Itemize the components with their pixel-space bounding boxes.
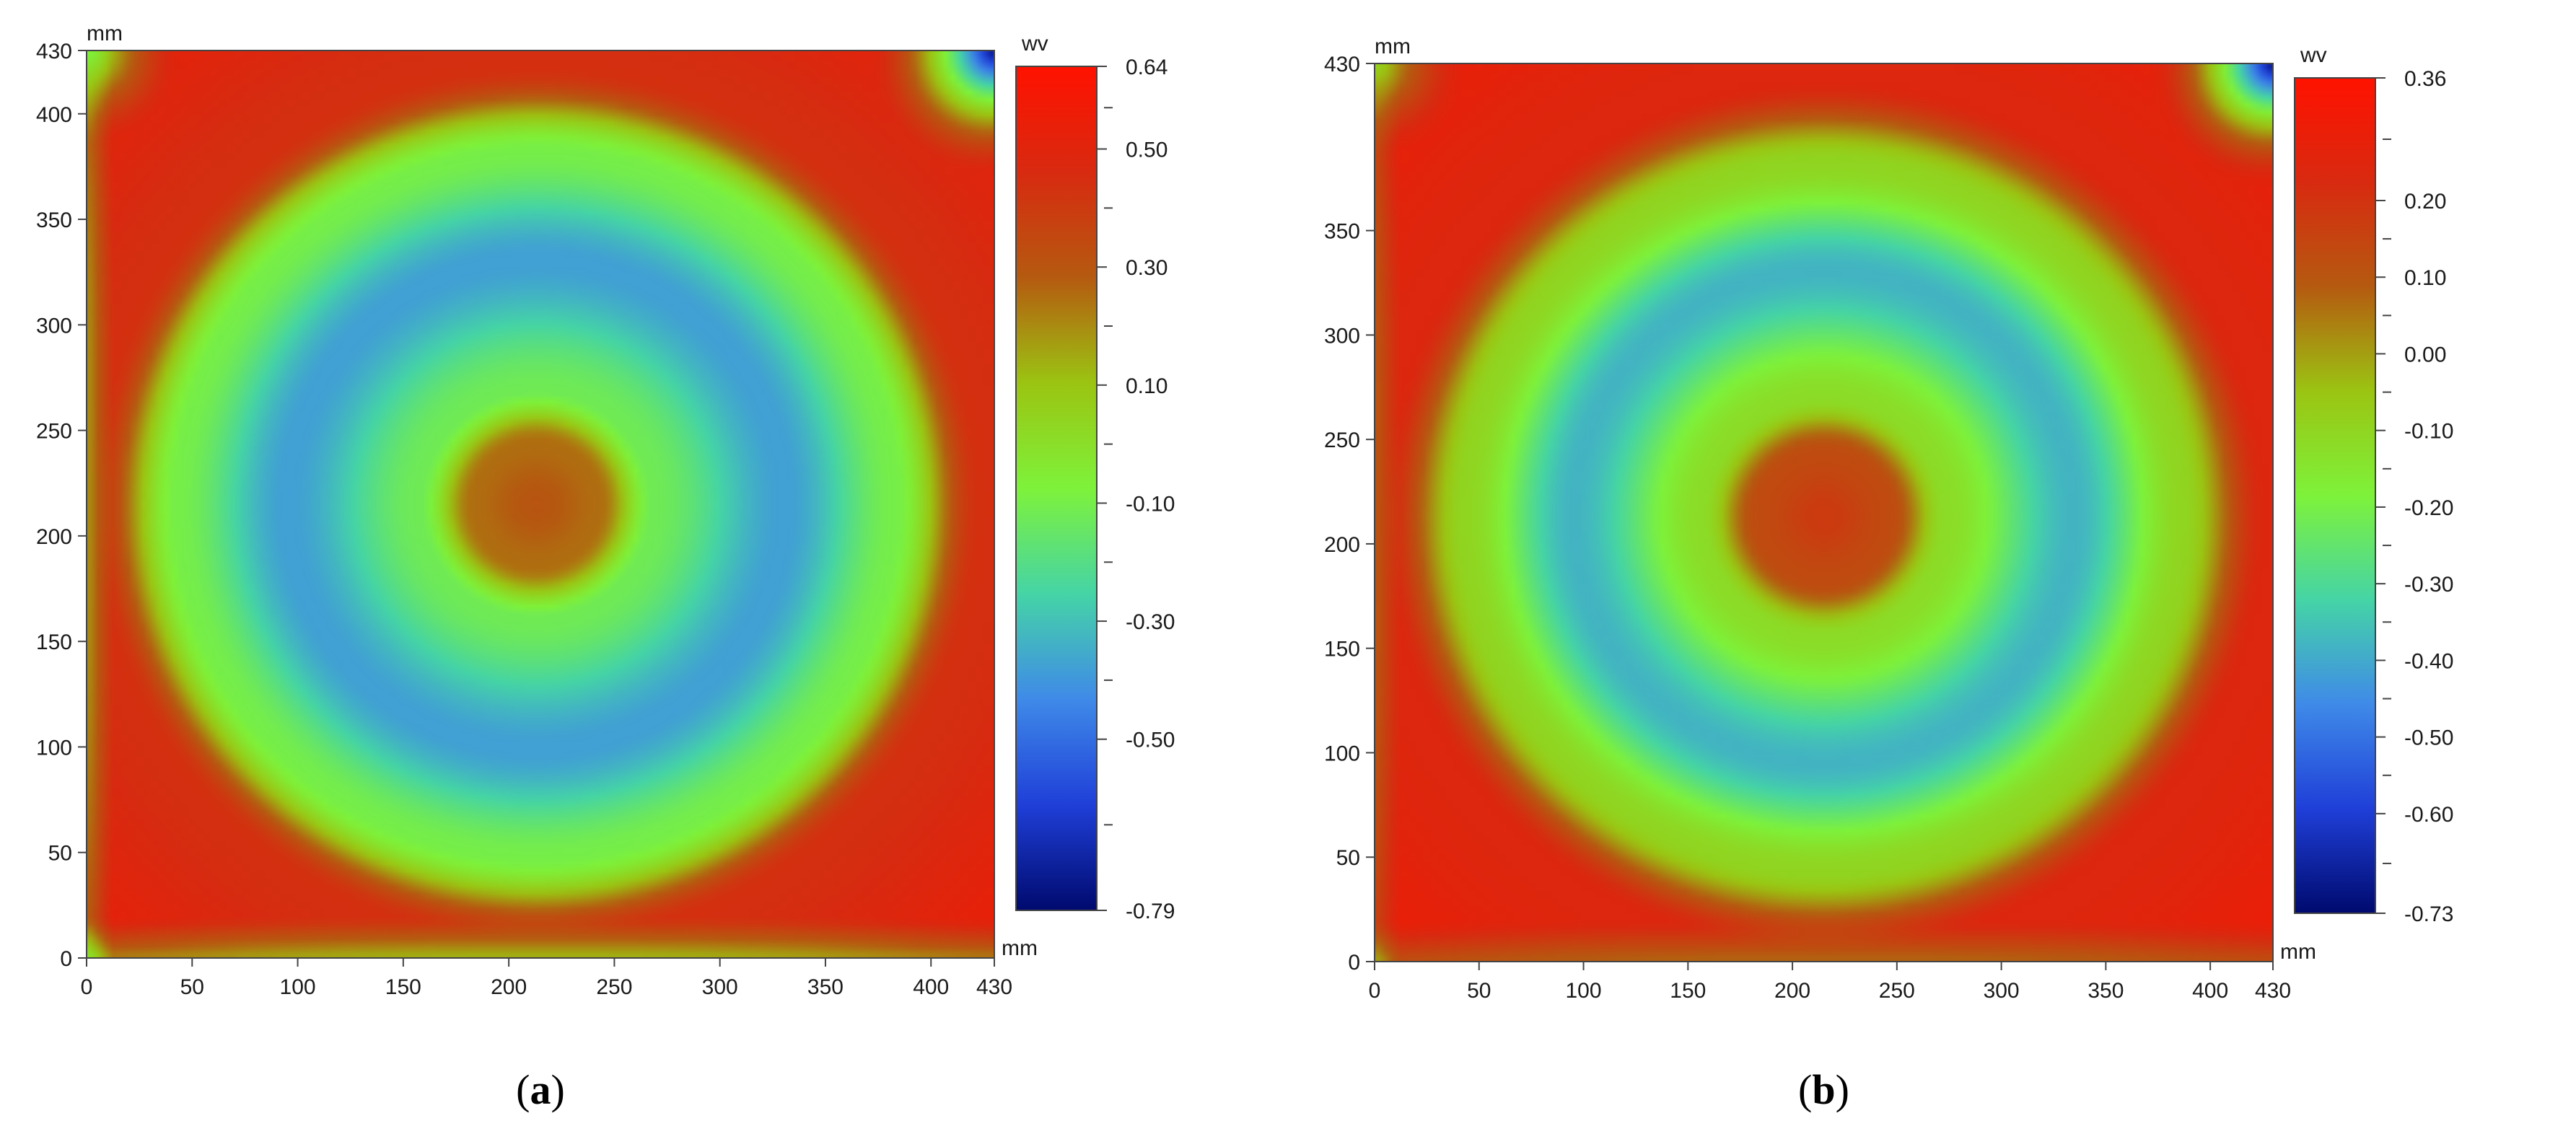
y-tick-label: 350 xyxy=(1324,220,1360,244)
x-tick-label: 300 xyxy=(1984,979,2020,1003)
y-tick-label: 150 xyxy=(1324,638,1360,662)
colorbar-tick-label: -0.10 xyxy=(1126,492,1175,516)
colorbar-tick-label: -0.30 xyxy=(2404,573,2453,597)
colorbar xyxy=(1015,66,1098,911)
y-tick-label: 250 xyxy=(1324,428,1360,452)
y-tick-label: 300 xyxy=(36,314,72,338)
colorbar-tick-label: -0.10 xyxy=(2404,420,2453,444)
colorbar-tick-label: -0.60 xyxy=(2404,803,2453,827)
panel-label: (b) xyxy=(1798,1066,1849,1113)
x-tick-label: 50 xyxy=(1467,979,1491,1003)
plot-frame xyxy=(86,50,995,959)
heatmap-raster xyxy=(1375,63,2273,962)
colorbar-tick-label: -0.20 xyxy=(2404,496,2453,520)
x-tick-label: 150 xyxy=(385,975,421,999)
x-tick-label: 0 xyxy=(81,975,93,999)
y-tick-label: 150 xyxy=(36,630,72,654)
y-tick-label: 50 xyxy=(1336,846,1360,870)
heatmap-chart-b: 0 50 100 150 200 250 300 350 400 430 0 50 100 150 200 2… xyxy=(1324,35,2453,1113)
y-tick-label: 300 xyxy=(1324,324,1360,348)
colorbar-tick-label: 0.64 xyxy=(1126,56,1167,79)
colorbar-unit: wv xyxy=(1021,32,1048,56)
heatmap-raster xyxy=(87,50,994,958)
y-tick-label: 430 xyxy=(1324,53,1360,76)
colorbar-tick-label: 0.10 xyxy=(1126,374,1167,398)
plot-frame xyxy=(1374,63,2274,962)
x-tick-label: 250 xyxy=(596,975,632,999)
x-tick-label: 430 xyxy=(2255,979,2291,1003)
x-tick-label: 150 xyxy=(1670,979,1706,1003)
x-tick-label: 350 xyxy=(2087,979,2124,1003)
y-tick-label: 350 xyxy=(36,208,72,232)
x-tick-label: 430 xyxy=(976,975,1012,999)
colorbar-unit: wv xyxy=(2300,43,2327,67)
x-tick-label: 50 xyxy=(180,975,204,999)
x-tick-label: 100 xyxy=(280,975,316,999)
x-tick-label: 250 xyxy=(1879,979,1915,1003)
y-axis-unit: mm xyxy=(87,22,123,45)
y-axis-unit: mm xyxy=(1375,35,1411,58)
heatmap-panel-a: 0 50 100 150 200 250 300 350 400 430 0 50 100 150 200 2… xyxy=(0,0,1288,1130)
y-tick-label: 430 xyxy=(36,40,72,63)
x-tick-label: 200 xyxy=(1774,979,1810,1003)
colorbar-tick-label: 0.50 xyxy=(1126,139,1167,162)
x-tick-label: 0 xyxy=(1369,979,1381,1003)
x-axis-unit: mm xyxy=(1002,936,1038,960)
heatmap-chart-a: 0 50 100 150 200 250 300 350 400 430 0 50 100 150 200 2… xyxy=(36,22,1175,1113)
y-tick-label: 0 xyxy=(60,947,72,971)
colorbar-tick-label: 0.36 xyxy=(2404,67,2446,91)
colorbar-tick-label: -0.79 xyxy=(1126,900,1175,923)
y-tick-label: 0 xyxy=(1348,951,1360,975)
y-tick-label: 100 xyxy=(36,736,72,760)
y-tick-label: 400 xyxy=(36,103,72,127)
colorbar-tick-label: -0.73 xyxy=(2404,902,2453,926)
y-tick-label: 200 xyxy=(36,525,72,549)
x-tick-label: 400 xyxy=(913,975,949,999)
x-tick-label: 400 xyxy=(2192,979,2228,1003)
panel-label: (a) xyxy=(516,1066,565,1113)
y-tick-label: 250 xyxy=(36,420,72,444)
colorbar-tick-label: -0.40 xyxy=(2404,649,2453,673)
x-tick-label: 350 xyxy=(807,975,844,999)
x-tick-label: 100 xyxy=(1566,979,1602,1003)
y-tick-label: 200 xyxy=(1324,533,1360,557)
colorbar xyxy=(2294,77,2376,914)
x-axis-unit: mm xyxy=(2280,940,2316,964)
colorbar-tick-label: 0.30 xyxy=(1126,256,1167,280)
y-tick-label: 50 xyxy=(48,842,72,866)
colorbar-tick-label: 0.00 xyxy=(2404,343,2446,366)
colorbar-tick-label: -0.50 xyxy=(2404,726,2453,750)
colorbar-tick-label: -0.30 xyxy=(1126,610,1175,634)
colorbar-tick-label: 0.10 xyxy=(2404,266,2446,290)
heatmap-panel-b: 0 50 100 150 200 250 300 350 400 430 0 50 100 150 200 2… xyxy=(1288,0,2576,1130)
y-tick-label: 100 xyxy=(1324,742,1360,765)
x-tick-label: 300 xyxy=(702,975,738,999)
colorbar-tick-label: 0.20 xyxy=(2404,190,2446,214)
colorbar-tick-label: -0.50 xyxy=(1126,729,1175,752)
x-tick-label: 200 xyxy=(491,975,527,999)
